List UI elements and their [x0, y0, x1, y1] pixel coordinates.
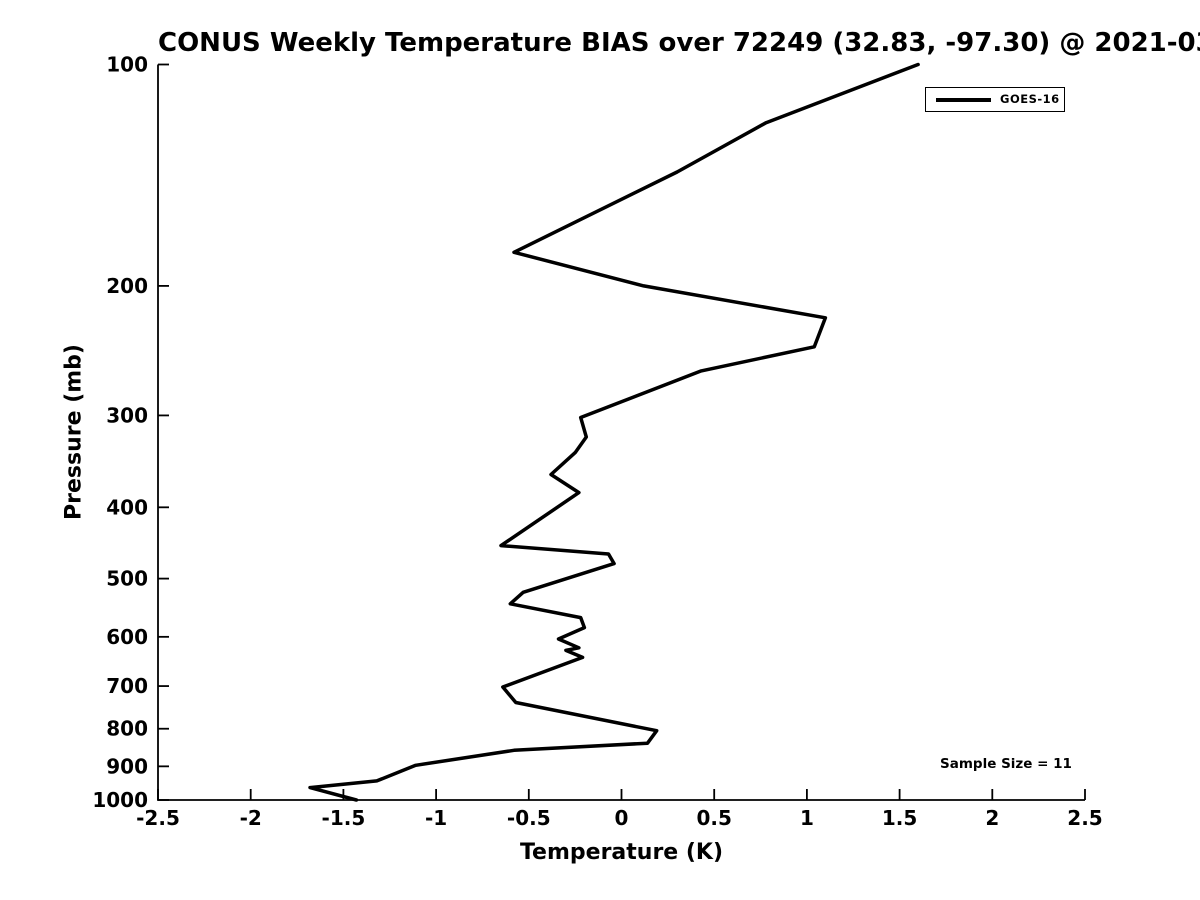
x-tick-label: -1.5 — [322, 806, 366, 830]
x-axis-label: Temperature (K) — [519, 840, 724, 865]
y-tick-label: 1000 — [92, 788, 148, 812]
axis-ticks — [157, 63, 1086, 801]
data-series — [308, 62, 920, 802]
y-tick-label: 600 — [106, 625, 148, 649]
x-tick-label: 0 — [615, 806, 629, 830]
x-tick-label: 2.5 — [1067, 806, 1102, 830]
y-tick-label: 800 — [106, 717, 148, 741]
y-tick-label: 200 — [106, 274, 148, 298]
x-tick-label: -0.5 — [507, 806, 551, 830]
legend-line-swatch — [936, 97, 991, 102]
y-axis-label-text: Pressure (mb) — [61, 344, 87, 520]
axis-tick-labels: -2.5 -2 -1.5 -1 -0.5 0 0.5 1 1.5 2 2.5 100 200 300 400… — [92, 53, 1102, 831]
x-tick-label: -2 — [240, 806, 262, 830]
sample-size-annotation: Sample Size = 11 — [940, 756, 1072, 772]
x-tick-label: 0.5 — [696, 806, 731, 830]
y-tick-label: 500 — [106, 567, 148, 591]
x-tick-label: 1.5 — [882, 806, 917, 830]
x-tick-label: 1 — [800, 806, 814, 830]
x-tick-label: -1 — [425, 806, 447, 830]
legend: GOES-16 — [925, 87, 1065, 112]
y-tick-label: 100 — [106, 53, 148, 77]
y-tick-label: 400 — [106, 495, 148, 519]
series-line-goes-16 — [308, 62, 920, 802]
y-tick-label: 300 — [106, 403, 148, 427]
y-tick-label: 700 — [106, 674, 148, 698]
legend-label: GOES-16 — [1000, 92, 1060, 106]
chart-title: CONUS Weekly Temperature BIAS over 72249… — [158, 28, 1200, 58]
x-tick-label: -2.5 — [136, 806, 180, 830]
x-tick-label: 2 — [985, 806, 999, 830]
y-tick-label: 900 — [106, 754, 148, 778]
